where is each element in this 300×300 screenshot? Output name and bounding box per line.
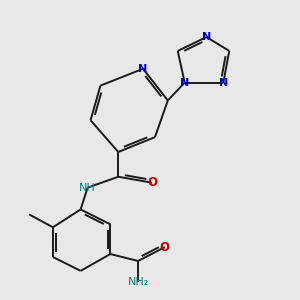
Text: N: N bbox=[202, 32, 211, 42]
Text: O: O bbox=[160, 241, 170, 254]
Text: N: N bbox=[180, 78, 189, 88]
Text: N: N bbox=[138, 64, 148, 74]
Text: N: N bbox=[219, 78, 228, 88]
Text: NH: NH bbox=[79, 183, 96, 193]
Text: O: O bbox=[147, 176, 157, 189]
Text: NH₂: NH₂ bbox=[128, 277, 149, 287]
